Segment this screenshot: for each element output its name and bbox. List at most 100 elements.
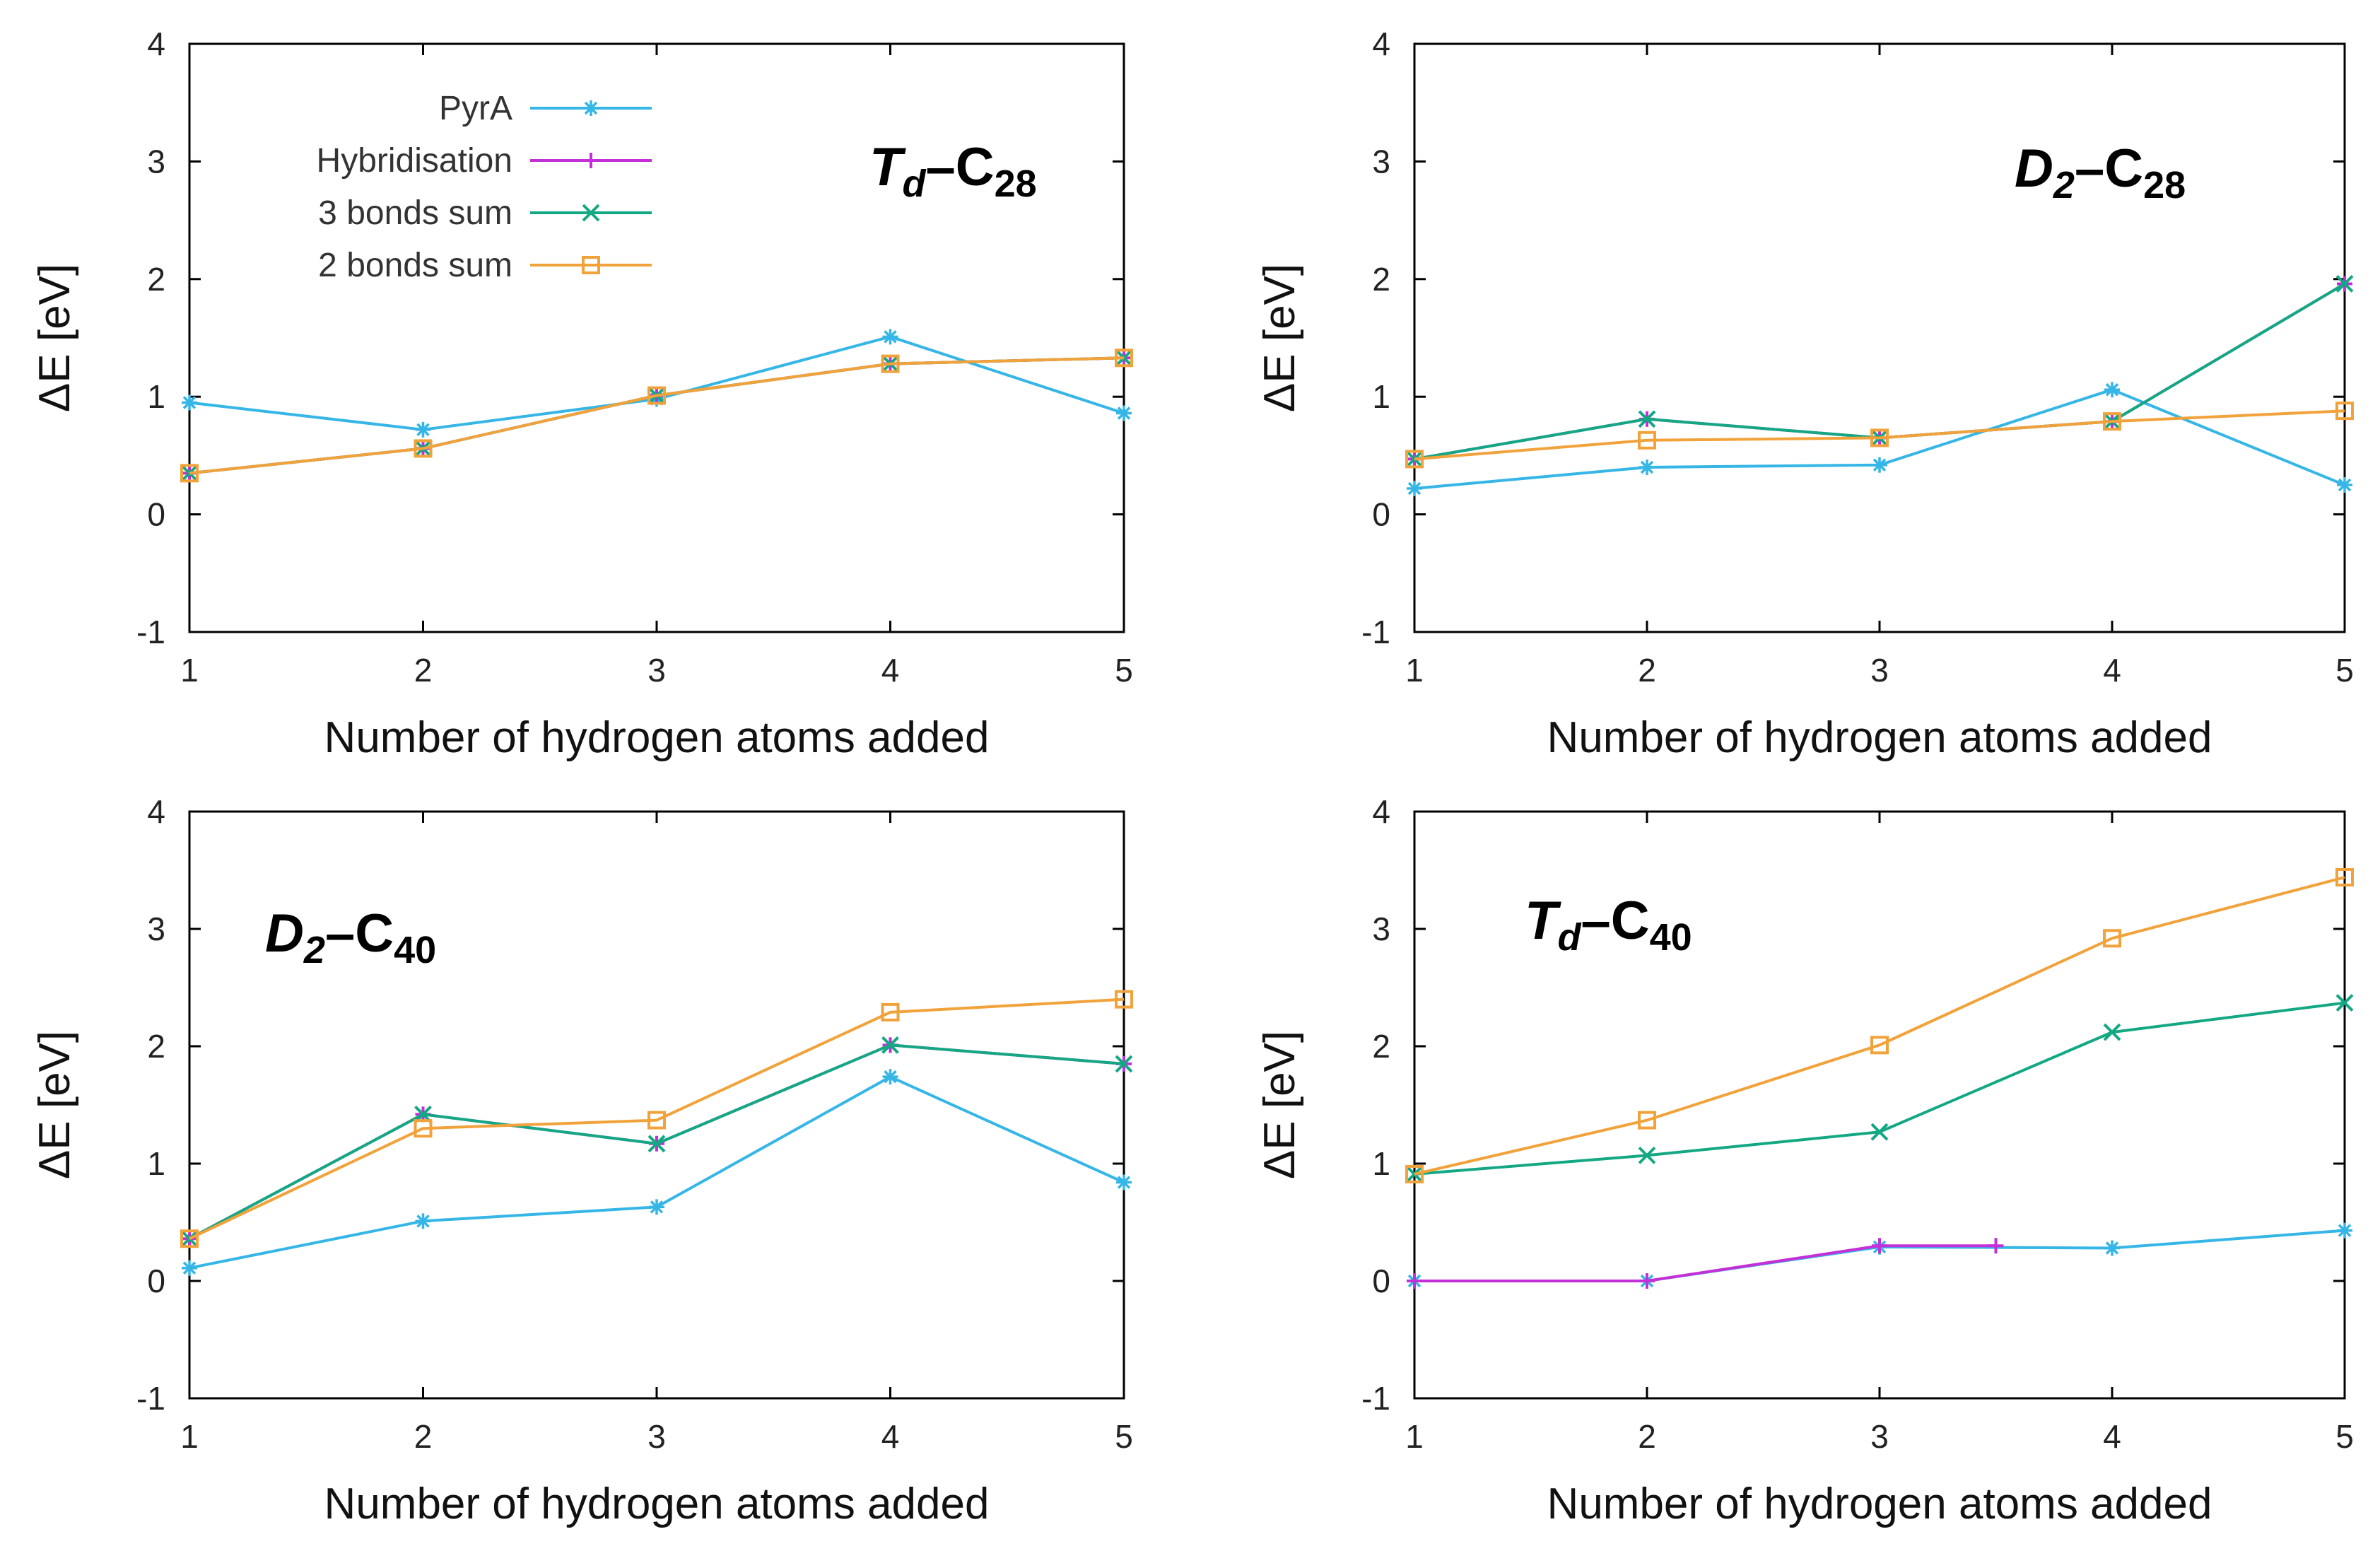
x-tick-label: 5 bbox=[1115, 652, 1133, 689]
legend-marker bbox=[583, 100, 599, 116]
data-point-3-bonds-sum bbox=[2335, 994, 2354, 1012]
series-line-2-bonds-sum bbox=[189, 997, 1125, 1241]
x-tick-label: 5 bbox=[1115, 1418, 1133, 1455]
x-axis-label: Number of hydrogen atoms added bbox=[1547, 713, 2212, 762]
data-point-2-bonds-sum bbox=[1115, 349, 1133, 368]
data-point-2-bonds-sum bbox=[1405, 1164, 1424, 1183]
panel-title: D2–C40 bbox=[265, 903, 436, 971]
data-point-3-bonds-sum bbox=[881, 1036, 899, 1054]
plot-frame bbox=[1413, 42, 2346, 633]
data-point-pyra bbox=[1639, 460, 1655, 476]
panel-title-subscript: d bbox=[1557, 916, 1581, 959]
data-point-2-bonds-sum bbox=[2335, 867, 2354, 886]
plot-frame bbox=[188, 42, 1125, 633]
y-tick-label: 0 bbox=[1372, 496, 1390, 533]
data-point-2-bonds-sum bbox=[647, 386, 666, 405]
data-point-pyra bbox=[182, 394, 197, 411]
data-point-3-bonds-sum bbox=[647, 1135, 666, 1153]
data-point-pyra bbox=[415, 421, 431, 438]
x-axis-label: Number of hydrogen atoms added bbox=[324, 1480, 990, 1528]
data-point-2-bonds-sum bbox=[180, 1229, 199, 1248]
panel-title-subscript: 2 bbox=[2053, 164, 2075, 206]
panel-title-subscript: 2 bbox=[303, 929, 325, 971]
data-point-2-bonds-sum bbox=[2103, 929, 2121, 948]
x-tick-label: 2 bbox=[414, 1418, 433, 1455]
data-point-pyra bbox=[1407, 480, 1422, 496]
chart-legend: PyrA Hybridisation 3 bonds sum 2 bonds sum bbox=[317, 90, 652, 284]
y-tick-label: 3 bbox=[1372, 143, 1390, 180]
panel-title-molecule: –C bbox=[925, 137, 994, 197]
y-tick-label: 2 bbox=[1372, 261, 1390, 298]
x-tick-label: 2 bbox=[1638, 652, 1656, 689]
series-line-2-bonds-sum bbox=[1414, 876, 2345, 1176]
legend-label: 3 bonds sum bbox=[318, 194, 512, 232]
panel-title-symbol: D bbox=[265, 903, 304, 964]
panel-title-atom-count: 40 bbox=[394, 929, 436, 971]
legend-label: 2 bonds sum bbox=[318, 247, 512, 284]
legend-marker bbox=[582, 256, 600, 274]
y-tick-label: 2 bbox=[1372, 1028, 1390, 1065]
series-line-3-bonds-sum bbox=[1414, 1001, 2345, 1176]
panel-title-symbol: D bbox=[2015, 139, 2053, 199]
data-point-2-bonds-sum bbox=[1115, 990, 1133, 1009]
y-tick-label: 1 bbox=[147, 378, 165, 415]
panel-title: Td–C28 bbox=[869, 137, 1037, 205]
legend-label: Hybridisation bbox=[317, 142, 512, 180]
chart-panel-top-left: -1 0 1 2 3 4 1 2 3 4 5 Number of hydrogen atoms add… bbox=[30, 25, 1133, 762]
y-tick-label: 4 bbox=[147, 25, 165, 62]
x-tick-label: 3 bbox=[1870, 652, 1889, 689]
series-line-2-bonds-sum bbox=[1414, 409, 2345, 461]
x-tick-label: 3 bbox=[1870, 1418, 1889, 1455]
chart-panel-top-right: -1 0 1 2 3 4 1 2 3 4 5 Number of hydrogen atoms add… bbox=[1255, 25, 2354, 762]
y-axis-label: ΔE [eV] bbox=[1255, 264, 1304, 412]
data-point-3-bonds-sum bbox=[180, 1229, 199, 1248]
y-tick-label: 0 bbox=[147, 496, 165, 533]
x-tick-label: 5 bbox=[2335, 1418, 2354, 1455]
panel-title-symbol: T bbox=[869, 137, 906, 197]
legend-marker bbox=[582, 204, 600, 222]
panel-title-atom-count: 28 bbox=[2143, 164, 2186, 206]
data-point-3-bonds-sum bbox=[1115, 349, 1133, 367]
data-point-2-bonds-sum bbox=[414, 1119, 433, 1138]
data-point-hybridisation bbox=[1872, 1238, 1887, 1254]
x-tick-label: 2 bbox=[1638, 1418, 1656, 1455]
y-tick-label: 1 bbox=[1372, 378, 1390, 415]
y-tick-label: -1 bbox=[136, 614, 165, 650]
data-point-2-bonds-sum bbox=[1870, 428, 1889, 447]
data-point-pyra bbox=[182, 1260, 197, 1276]
x-tick-label: 4 bbox=[881, 652, 900, 689]
y-tick-label: 1 bbox=[147, 1145, 165, 1182]
data-point-2-bonds-sum bbox=[647, 1111, 666, 1130]
panel-title: Td–C40 bbox=[1525, 891, 1692, 959]
y-tick-label: 4 bbox=[1372, 793, 1390, 830]
x-axis-label: Number of hydrogen atoms added bbox=[324, 713, 990, 762]
series-line-pyra bbox=[189, 335, 1125, 431]
data-point-pyra bbox=[2104, 1240, 2120, 1256]
plot-frame bbox=[188, 810, 1125, 1400]
y-tick-label: 0 bbox=[147, 1263, 165, 1299]
y-tick-label: 3 bbox=[147, 143, 165, 180]
data-point-pyra bbox=[2337, 477, 2352, 493]
panel-title-symbol: T bbox=[1525, 891, 1561, 951]
y-tick-label: 4 bbox=[1372, 25, 1390, 62]
data-point-2-bonds-sum bbox=[1405, 450, 1424, 469]
series-line-hybridisation bbox=[189, 356, 1125, 475]
chart-panel-bottom-right: -1 0 1 2 3 4 1 2 3 4 5 Number of hydrogen atoms add… bbox=[1255, 793, 2354, 1528]
data-point-3-bonds-sum bbox=[1638, 1146, 1656, 1164]
data-point-pyra bbox=[1116, 405, 1132, 421]
data-point-hybridisation bbox=[1639, 1273, 1655, 1289]
y-tick-label: -1 bbox=[1361, 1380, 1390, 1417]
y-tick-label: -1 bbox=[136, 1380, 165, 1417]
x-tick-label: 1 bbox=[1405, 652, 1424, 689]
panel-title: D2–C28 bbox=[2015, 139, 2186, 206]
x-tick-label: 1 bbox=[1405, 1418, 1424, 1455]
y-tick-label: 2 bbox=[147, 1028, 165, 1065]
data-point-3-bonds-sum bbox=[1638, 410, 1656, 428]
x-tick-label: 4 bbox=[881, 1418, 900, 1455]
x-tick-label: 4 bbox=[2103, 652, 2121, 689]
data-point-2-bonds-sum bbox=[1638, 1111, 1656, 1130]
data-point-pyra bbox=[882, 1069, 898, 1085]
chart-panel-bottom-left: -1 0 1 2 3 4 1 2 3 4 5 Number of hydrogen atoms add… bbox=[30, 793, 1133, 1528]
y-axis-label: ΔE [eV] bbox=[30, 264, 79, 412]
